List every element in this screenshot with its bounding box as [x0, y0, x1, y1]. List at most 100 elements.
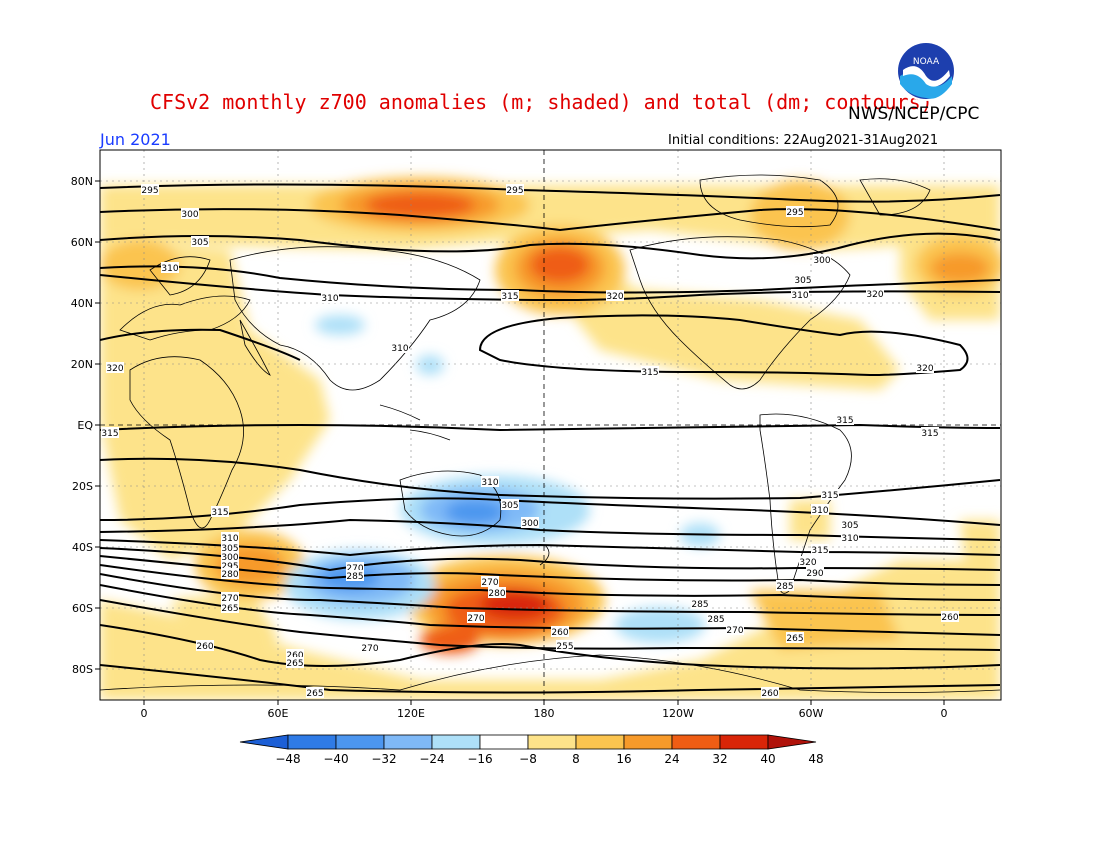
contour-label: 320	[106, 364, 123, 374]
contour-label: 310	[161, 264, 178, 274]
colorbar-segment	[719, 734, 769, 750]
contour-label: 260	[286, 651, 303, 661]
latitude-labels: 80N 60N 40N 20N EQ 20S 40S 60S 80S	[71, 175, 100, 676]
colorbar-segment	[767, 734, 817, 750]
contour-label: 260	[196, 642, 213, 652]
contour-label: 290	[806, 569, 823, 579]
contour-label: 320	[916, 364, 933, 374]
contour-label: 270	[726, 626, 743, 636]
contour-label: 315	[811, 546, 828, 556]
contour-label: 310	[321, 294, 338, 304]
contour-label: 265	[786, 634, 803, 644]
lat-label: 60S	[72, 602, 93, 615]
contour-label: 280	[221, 570, 238, 580]
colorbar-tick-label: 48	[808, 752, 823, 766]
colorbar-segment	[575, 734, 625, 750]
contour-label: 260	[551, 628, 568, 638]
contour-label: 320	[866, 290, 883, 300]
contour-label: 315	[101, 429, 118, 439]
longitude-labels: 0 60E 120E 180 120W 60W 0	[141, 700, 948, 720]
contour-label: 320	[606, 292, 623, 302]
lat-label: 20N	[71, 358, 93, 371]
colorbar-segment	[623, 734, 673, 750]
contour-label: 310	[391, 344, 408, 354]
colorbar-tick-label: 40	[760, 752, 775, 766]
colorbar-segment	[527, 734, 577, 750]
lat-label: 80S	[72, 663, 93, 676]
contour-label: 310	[481, 478, 498, 488]
colorbar-segment	[671, 734, 721, 750]
contour-label: 260	[761, 689, 778, 699]
lat-label: 40S	[72, 541, 93, 554]
lon-label: 180	[534, 707, 555, 720]
contour-label: 300	[221, 553, 238, 563]
contour-label: 305	[794, 276, 811, 286]
colorbar-tick-label: 8	[572, 752, 580, 766]
contour-label: 300	[813, 256, 830, 266]
colorbar-tick-label: 16	[616, 752, 631, 766]
contour-label: 305	[841, 521, 858, 531]
lon-label: 120W	[662, 707, 694, 720]
contour-label: 310	[791, 291, 808, 301]
contour-label: 255	[556, 642, 573, 652]
contour-label: 305	[221, 544, 238, 554]
contour-label: 270	[361, 644, 378, 654]
contour-label: 320	[799, 558, 816, 568]
contour-label: 295	[141, 186, 158, 196]
lon-label: 0	[141, 707, 148, 720]
contour-label: 295	[786, 208, 803, 218]
lat-label: 20S	[72, 480, 93, 493]
colorbar-segment	[479, 734, 529, 750]
colorbar-tick-label: −8	[519, 752, 537, 766]
colorbar: −48 −40 −32 −24 −16 −8 8 16 24 32 40 48	[239, 734, 824, 766]
contour-label: 265	[286, 659, 303, 669]
contour-label: 285	[776, 582, 793, 592]
contour-label: 295	[221, 562, 238, 572]
lat-label: 40N	[71, 297, 93, 310]
contour-label: 285	[346, 572, 363, 582]
contour-label: 305	[501, 501, 518, 511]
contour-label: 315	[641, 368, 658, 378]
contour-label: 280	[488, 589, 505, 599]
contour-label: 310	[811, 506, 828, 516]
agency-label: NWS/NCEP/CPC	[848, 104, 980, 124]
contour-label: 265	[221, 604, 238, 614]
height-contours	[100, 183, 1001, 694]
contour-label: 315	[501, 292, 518, 302]
contour-label: 310	[841, 534, 858, 544]
contour-label: 310	[221, 534, 238, 544]
svg-text:NOAA: NOAA	[913, 57, 940, 67]
contour-label: 260	[941, 613, 958, 623]
lon-label: 120E	[397, 707, 425, 720]
contour-label: 285	[691, 600, 708, 610]
colorbar-segment	[335, 734, 385, 750]
lon-label: 60E	[268, 707, 289, 720]
colorbar-tick-label: −32	[371, 752, 396, 766]
contour-label: 295	[506, 186, 523, 196]
contour-label: 305	[191, 238, 208, 248]
colorbar-segment	[287, 734, 337, 750]
colorbar-segment	[431, 734, 481, 750]
contour-label: 265	[306, 689, 323, 699]
colorbar-segment	[383, 734, 433, 750]
colorbar-tick-label: −48	[275, 752, 300, 766]
contour-label: 285	[707, 615, 724, 625]
lon-label: 0	[941, 707, 948, 720]
noaa-logo: NOAA	[896, 41, 956, 101]
colorbar-tick-label: 32	[712, 752, 727, 766]
lat-label: 60N	[71, 236, 93, 249]
colorbar-tick-label: 24	[664, 752, 679, 766]
lon-label: 60W	[799, 707, 824, 720]
contour-label: 315	[821, 491, 838, 501]
contour-label: 300	[181, 210, 198, 220]
contour-label: 315	[836, 416, 853, 426]
contour-label: 270	[346, 564, 363, 574]
lat-label: EQ	[77, 419, 93, 432]
contour-label: 315	[921, 429, 938, 439]
colorbar-tick-label: −16	[467, 752, 492, 766]
initial-conditions-label: Initial conditions: 22Aug2021-31Aug2021	[668, 133, 939, 148]
chart-title: CFSv2 monthly z700 anomalies (m; shaded)…	[150, 90, 933, 114]
contour-label: 270	[467, 614, 484, 624]
